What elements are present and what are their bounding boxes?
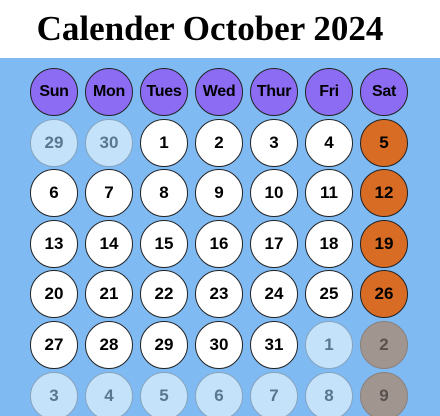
weekday-header-wed: Wed	[195, 68, 243, 116]
day-cell[interactable]: 12	[360, 169, 408, 218]
day-cell[interactable]: 1	[140, 118, 188, 167]
weekday-header-tues: Tues	[140, 68, 188, 116]
day-cell[interactable]: 28	[85, 320, 133, 369]
day-cell[interactable]: 13	[30, 219, 78, 268]
day-cell[interactable]: 15	[140, 219, 188, 268]
day-cell[interactable]: 3	[30, 371, 78, 416]
calendar-panel: Sun Mon Tues Wed Thur Fri Sat 29 30 1 2 …	[0, 58, 440, 416]
day-cell[interactable]: 29	[140, 320, 188, 369]
day-cell[interactable]: 23	[195, 270, 243, 319]
day-cell[interactable]: 8	[140, 169, 188, 218]
weekday-header-thur: Thur	[250, 68, 298, 116]
day-cell[interactable]: 4	[85, 371, 133, 416]
weekday-header-sat: Sat	[360, 68, 408, 116]
calendar-title: Calender October 2024	[36, 9, 384, 48]
day-cell[interactable]: 31	[250, 320, 298, 369]
day-cell[interactable]: 3	[250, 118, 298, 167]
weekday-header-sun: Sun	[30, 68, 78, 116]
day-cell[interactable]: 27	[30, 320, 78, 369]
day-cell[interactable]: 10	[250, 169, 298, 218]
day-cell[interactable]: 18	[305, 219, 353, 268]
day-cell[interactable]: 4	[305, 118, 353, 167]
day-cell[interactable]: 5	[360, 118, 408, 167]
day-cell[interactable]: 1	[305, 320, 353, 369]
day-cell[interactable]: 29	[30, 118, 78, 167]
day-cell[interactable]: 6	[195, 371, 243, 416]
day-cell[interactable]: 14	[85, 219, 133, 268]
day-cell[interactable]: 20	[30, 270, 78, 319]
weekday-header-fri: Fri	[305, 68, 353, 116]
day-cell[interactable]: 30	[85, 118, 133, 167]
day-cell[interactable]: 7	[85, 169, 133, 218]
day-cell[interactable]: 25	[305, 270, 353, 319]
day-cell[interactable]: 24	[250, 270, 298, 319]
day-cell[interactable]: 6	[30, 169, 78, 218]
day-cell[interactable]: 16	[195, 219, 243, 268]
day-cell[interactable]: 21	[85, 270, 133, 319]
day-cell[interactable]: 26	[360, 270, 408, 319]
calendar-grid: Sun Mon Tues Wed Thur Fri Sat 29 30 1 2 …	[30, 68, 408, 416]
day-cell[interactable]: 17	[250, 219, 298, 268]
day-cell[interactable]: 2	[360, 320, 408, 369]
day-cell[interactable]: 30	[195, 320, 243, 369]
day-cell[interactable]: 11	[305, 169, 353, 218]
day-cell[interactable]: 5	[140, 371, 188, 416]
day-cell[interactable]: 9	[360, 371, 408, 416]
weekday-header-mon: Mon	[85, 68, 133, 116]
day-cell[interactable]: 7	[250, 371, 298, 416]
day-cell[interactable]: 8	[305, 371, 353, 416]
day-cell[interactable]: 19	[360, 219, 408, 268]
day-cell[interactable]: 2	[195, 118, 243, 167]
day-cell[interactable]: 9	[195, 169, 243, 218]
day-cell[interactable]: 22	[140, 270, 188, 319]
